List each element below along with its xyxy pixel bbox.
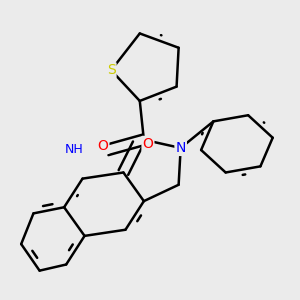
Text: O: O [98, 139, 108, 153]
Text: S: S [107, 63, 116, 77]
Text: N: N [176, 141, 186, 155]
Text: NH: NH [65, 143, 84, 157]
Text: O: O [142, 137, 153, 151]
